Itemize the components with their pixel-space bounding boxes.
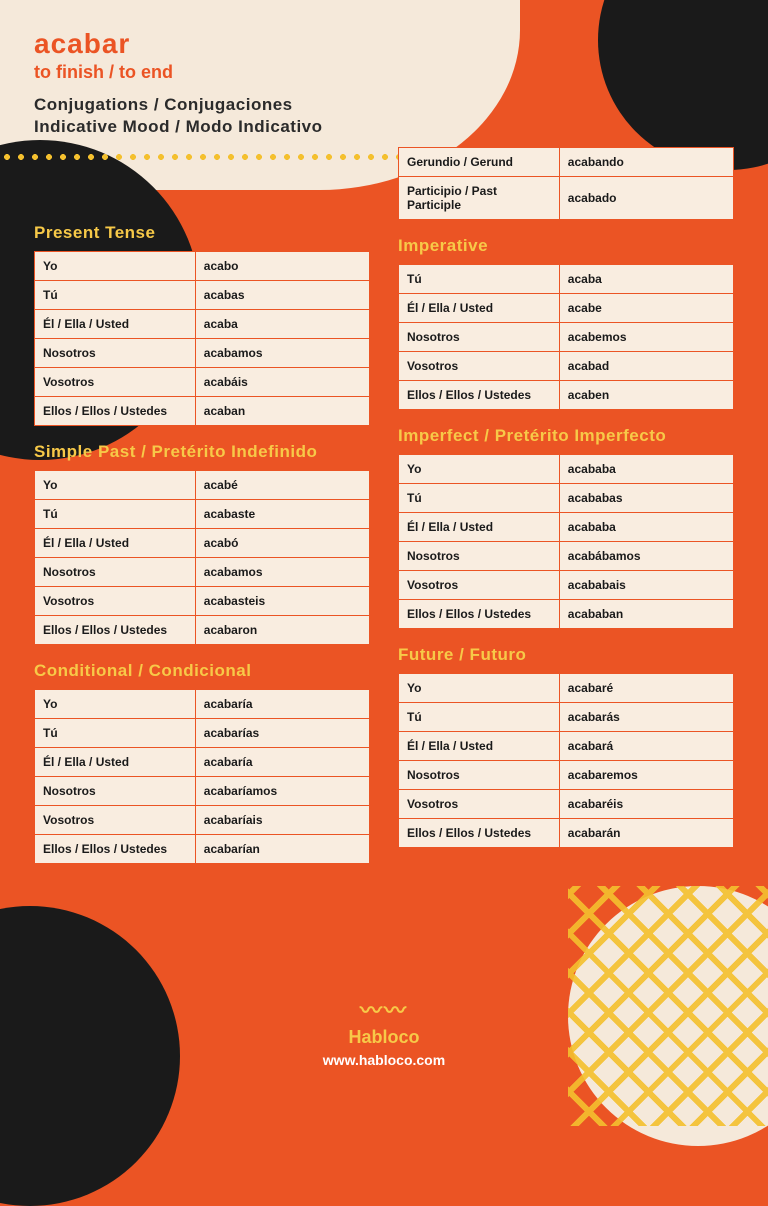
table-row: Gerundio / Gerundacabando bbox=[399, 148, 734, 177]
table-imperfect: Yoacababa Túacababas Él / Ella / Ustedac… bbox=[398, 454, 734, 629]
table-row: Nosotrosacabaríamos bbox=[35, 777, 370, 806]
brand-name: Habloco bbox=[0, 1027, 768, 1048]
table-row: Yoacababa bbox=[399, 455, 734, 484]
table-row: Yoacabaré bbox=[399, 674, 734, 703]
table-future: Yoacabaré Túacabarás Él / Ella / Ustedac… bbox=[398, 673, 734, 848]
table-row: Túacabarás bbox=[399, 703, 734, 732]
table-row: Él / Ella / Ustedacabaría bbox=[35, 748, 370, 777]
table-row: Él / Ella / Ustedacababa bbox=[399, 513, 734, 542]
table-row: Vosotrosacabáis bbox=[35, 368, 370, 397]
right-column: Gerundio / Gerundacabando Participio / P… bbox=[398, 147, 734, 864]
section-title-imperative: Imperative bbox=[398, 236, 734, 256]
table-row: Él / Ella / Ustedacabará bbox=[399, 732, 734, 761]
table-present: Yoacabo Túacabas Él / Ella / Ustedacaba … bbox=[34, 251, 370, 426]
wave-icon: 〰〰 bbox=[0, 993, 768, 1025]
verb-title: acabar bbox=[34, 28, 734, 60]
table-row: Yoacabaría bbox=[35, 690, 370, 719]
table-row: Túacabarías bbox=[35, 719, 370, 748]
table-row: Túacabaste bbox=[35, 500, 370, 529]
section-title-present: Present Tense bbox=[34, 223, 370, 243]
table-row: Vosotrosacabaríais bbox=[35, 806, 370, 835]
table-row: Vosotrosacababais bbox=[399, 571, 734, 600]
left-column: Present Tense Yoacabo Túacabas Él / Ella… bbox=[34, 147, 370, 864]
footer: 〰〰 Habloco www.habloco.com bbox=[0, 993, 768, 1068]
table-row: Ellos / Ellos / Ustedesacabaron bbox=[35, 616, 370, 645]
table-row: Ellos / Ellos / Ustedesacabarían bbox=[35, 835, 370, 864]
brand-url: www.habloco.com bbox=[0, 1052, 768, 1068]
subtitle-conjugations: Conjugations / Conjugaciones bbox=[34, 95, 734, 115]
table-row: Ellos / Ellos / Ustedesacaban bbox=[35, 397, 370, 426]
table-row: Vosotrosacabad bbox=[399, 352, 734, 381]
table-row: Vosotrosacabasteis bbox=[35, 587, 370, 616]
section-title-simple-past: Simple Past / Pretérito Indefinido bbox=[34, 442, 370, 462]
table-row: Nosotrosacabaremos bbox=[399, 761, 734, 790]
section-title-conditional: Conditional / Condicional bbox=[34, 661, 370, 681]
table-row: Nosotrosacabábamos bbox=[399, 542, 734, 571]
table-row: Él / Ella / Ustedacaba bbox=[35, 310, 370, 339]
table-row: Él / Ella / Ustedacabó bbox=[35, 529, 370, 558]
table-row: Yoacabo bbox=[35, 252, 370, 281]
table-nonfinite: Gerundio / Gerundacabando Participio / P… bbox=[398, 147, 734, 220]
table-row: Él / Ella / Ustedacabe bbox=[399, 294, 734, 323]
table-simple-past: Yoacabé Túacabaste Él / Ella / Ustedacab… bbox=[34, 470, 370, 645]
table-row: Yoacabé bbox=[35, 471, 370, 500]
table-conditional: Yoacabaría Túacabarías Él / Ella / Usted… bbox=[34, 689, 370, 864]
verb-translation: to finish / to end bbox=[34, 62, 734, 83]
table-row: Participio / Past Participleacabado bbox=[399, 177, 734, 220]
table-row: Nosotrosacabamos bbox=[35, 558, 370, 587]
table-row: Túacabas bbox=[35, 281, 370, 310]
table-row: Túacababas bbox=[399, 484, 734, 513]
table-row: Vosotrosacabaréis bbox=[399, 790, 734, 819]
section-title-future: Future / Futuro bbox=[398, 645, 734, 665]
table-row: Ellos / Ellos / Ustedesacabarán bbox=[399, 819, 734, 848]
table-row: Nosotrosacabemos bbox=[399, 323, 734, 352]
table-row: Nosotrosacabamos bbox=[35, 339, 370, 368]
table-row: Ellos / Ellos / Ustedesacababan bbox=[399, 600, 734, 629]
subtitle-mood: Indicative Mood / Modo Indicativo bbox=[34, 117, 734, 137]
table-row: Túacaba bbox=[399, 265, 734, 294]
table-imperative: Túacaba Él / Ella / Ustedacabe Nosotrosa… bbox=[398, 264, 734, 410]
table-row: Ellos / Ellos / Ustedesacaben bbox=[399, 381, 734, 410]
section-title-imperfect: Imperfect / Pretérito Imperfecto bbox=[398, 426, 734, 446]
